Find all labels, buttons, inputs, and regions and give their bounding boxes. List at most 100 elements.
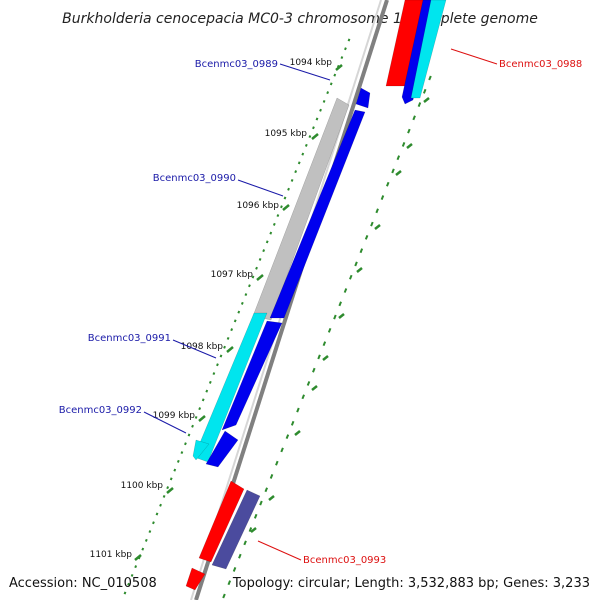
major-tick [335,64,343,71]
minor-tick [227,580,232,586]
minor-tick [152,521,155,525]
gene-labels: Bcenmc03_0988 Bcenmc03_0989 Bcenmc03_0990 B… [59,48,582,566]
minor-tick [259,500,263,506]
major-tick [311,133,319,140]
minor-tick [280,447,284,453]
minor-tick [219,354,223,358]
minor-tick [269,231,273,235]
feature-track [185,0,447,591]
minor-tick [407,128,411,134]
minor-tick [333,73,337,77]
minor-tick [329,82,333,86]
minor-tick [173,468,177,472]
minor-tick [317,354,321,360]
minor-tick [155,512,159,516]
gene-label-connector [172,339,217,359]
minor-tick [296,407,300,413]
minor-tick [344,47,347,51]
minor-tick [134,565,138,569]
minor-tick [301,394,305,400]
minor-tick [216,363,219,367]
cds-0992-cyan [192,439,210,461]
minor-tick [338,301,342,307]
major-tick [226,346,234,353]
minor-tick [201,398,205,402]
kbp-label-1100: 1100 kbp [121,481,164,491]
major-tick [395,170,402,176]
minor-tick [255,266,258,270]
major-tick [198,415,206,422]
minor-tick [148,530,152,534]
minor-tick [191,424,194,428]
minor-tick [222,593,226,599]
minor-tick [370,221,374,227]
minor-tick [194,415,198,419]
minor-tick [401,141,406,147]
minor-tick [232,567,237,572]
minor-tick [248,284,251,288]
minor-tick [354,261,358,267]
major-tick [406,143,413,149]
minor-tick [343,288,348,293]
minor-tick [251,275,255,279]
accession-text: Accession: NC_010508 [9,576,157,591]
minor-tick [243,540,247,546]
gene-label-bcenmc03_0988: Bcenmc03_0988 [499,59,582,70]
minor-tick [226,336,230,340]
minor-tick [359,248,364,254]
kbp-label-1096: 1096 kbp [237,201,280,211]
major-tick [374,224,381,230]
minor-tick [412,115,416,121]
cds-0993-slate [211,489,261,570]
major-tick [423,97,430,103]
cds-0991-blue [221,320,283,431]
minor-tick [304,143,308,147]
minor-tick [428,75,432,81]
gene-label-bcenmc03_0990: Bcenmc03_0990 [153,173,236,184]
minor-tick [386,181,390,187]
tick-marks [123,38,432,599]
minor-tick [391,168,395,174]
map-title: Burkholderia cenocepacia MC0-3 chromosom… [62,11,538,27]
minor-tick [264,487,268,493]
minor-tick [276,214,280,218]
minor-tick [166,486,170,490]
minor-tick [169,477,173,481]
minor-tick [223,345,226,349]
minor-tick [176,459,180,463]
minor-tick [315,117,319,121]
minor-tick [297,161,301,165]
major-tick [356,267,363,273]
minor-tick [130,573,134,577]
major-tick [268,495,275,501]
cds-0989-blue [355,87,371,109]
minor-tick [187,433,191,437]
minor-tick [312,367,316,373]
gene-label-connector [143,411,187,434]
minor-tick [208,380,212,384]
minor-tick [253,513,258,519]
minor-tick [326,91,330,95]
major-tick [256,274,264,281]
minor-tick [212,372,216,376]
minor-tick [290,420,295,426]
minor-tick [290,178,294,182]
minor-tick [123,591,127,595]
minor-tick [312,126,315,130]
minor-tick [380,195,385,200]
major-tick [134,554,142,561]
gene-label-connector [279,63,331,81]
cds-0990-blue [269,109,366,319]
minor-tick [285,434,290,440]
minor-tick [327,327,332,333]
minor-tick [275,460,279,466]
cds-0990-gray [252,97,350,321]
minor-tick [240,301,244,305]
topology-summary: Topology: circular; Length: 3,532,883 bp… [232,576,590,591]
minor-tick [127,582,130,586]
gene-label-connector [450,48,498,65]
minor-tick [141,547,145,551]
gene-label-bcenmc03_0989: Bcenmc03_0989 [195,59,278,70]
kbp-label-1099: 1099 kbp [153,411,196,421]
